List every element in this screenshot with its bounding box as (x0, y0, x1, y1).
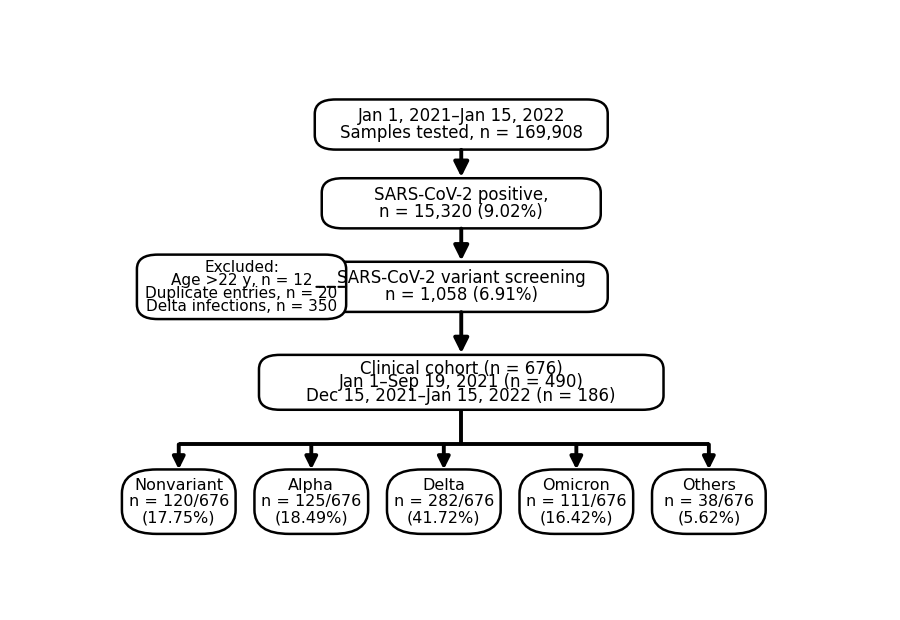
Text: (16.42%): (16.42%) (540, 510, 613, 525)
FancyBboxPatch shape (519, 469, 634, 534)
Text: Delta: Delta (422, 478, 465, 493)
FancyBboxPatch shape (652, 469, 766, 534)
Text: n = 120/676: n = 120/676 (129, 494, 229, 509)
Text: (5.62%): (5.62%) (677, 510, 741, 525)
FancyBboxPatch shape (137, 255, 346, 319)
Text: n = 38/676: n = 38/676 (664, 494, 754, 509)
FancyBboxPatch shape (122, 469, 236, 534)
Text: SARS-CoV-2 positive,: SARS-CoV-2 positive, (374, 186, 548, 204)
Text: Age >22 y, n = 12: Age >22 y, n = 12 (171, 273, 312, 288)
FancyBboxPatch shape (321, 178, 601, 228)
Text: Clinical cohort (n = 676): Clinical cohort (n = 676) (360, 360, 562, 378)
Text: n = 282/676: n = 282/676 (393, 494, 494, 509)
Text: n = 125/676: n = 125/676 (261, 494, 362, 509)
Text: Omicron: Omicron (543, 478, 610, 493)
Text: n = 15,320 (9.02%): n = 15,320 (9.02%) (380, 203, 543, 221)
FancyBboxPatch shape (255, 469, 368, 534)
Text: Excluded:: Excluded: (204, 260, 279, 275)
Text: Others: Others (682, 478, 736, 493)
FancyBboxPatch shape (387, 469, 500, 534)
Text: Jan 1–Sep 19, 2021 (n = 490): Jan 1–Sep 19, 2021 (n = 490) (338, 373, 584, 391)
Text: SARS-CoV-2 variant screening: SARS-CoV-2 variant screening (337, 270, 586, 288)
Text: Nonvariant: Nonvariant (134, 478, 223, 493)
Text: Duplicate entries, n = 20: Duplicate entries, n = 20 (146, 286, 338, 301)
Text: n = 111/676: n = 111/676 (526, 494, 626, 509)
Text: (17.75%): (17.75%) (142, 510, 215, 525)
Text: n = 1,058 (6.91%): n = 1,058 (6.91%) (385, 286, 538, 304)
FancyBboxPatch shape (259, 355, 663, 410)
FancyBboxPatch shape (315, 262, 608, 312)
Text: (18.49%): (18.49%) (274, 510, 348, 525)
Text: Alpha: Alpha (288, 478, 334, 493)
FancyBboxPatch shape (315, 99, 608, 149)
Text: (41.72%): (41.72%) (407, 510, 481, 525)
Text: Jan 1, 2021–Jan 15, 2022: Jan 1, 2021–Jan 15, 2022 (357, 107, 565, 125)
Text: Samples tested, n = 169,908: Samples tested, n = 169,908 (340, 124, 583, 142)
Text: Delta infections, n = 350: Delta infections, n = 350 (146, 299, 338, 314)
Text: Dec 15, 2021–Jan 15, 2022 (n = 186): Dec 15, 2021–Jan 15, 2022 (n = 186) (307, 387, 616, 405)
